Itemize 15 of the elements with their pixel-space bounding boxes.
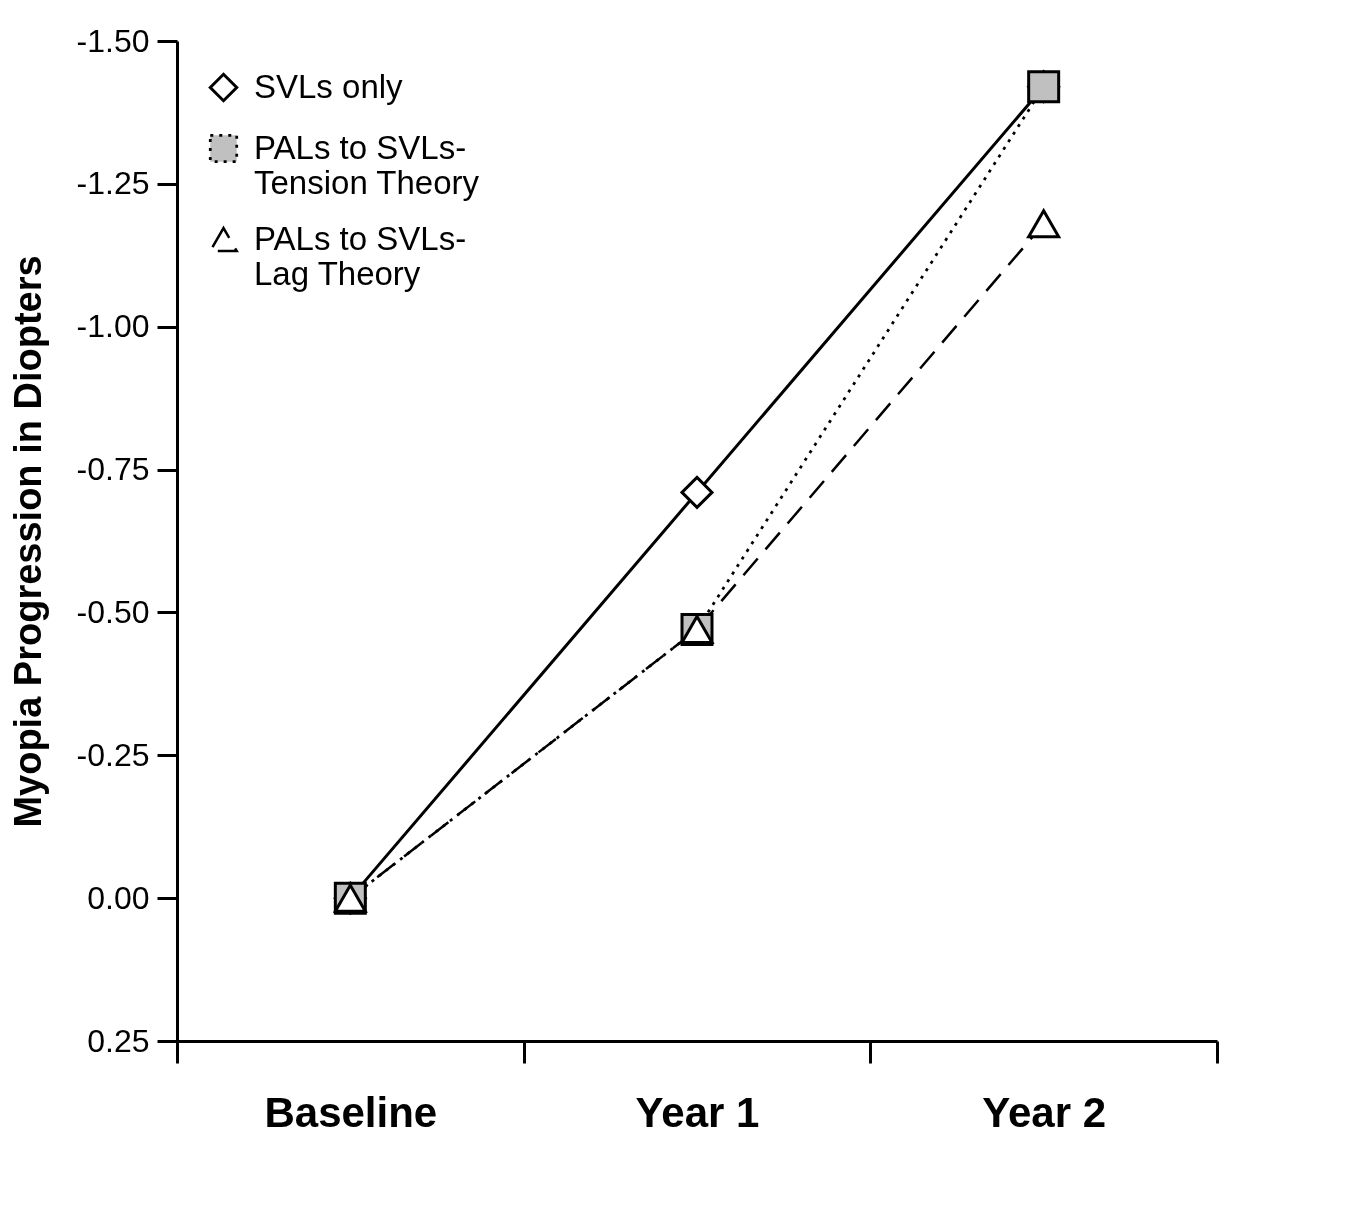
y-tick-label: -0.25 xyxy=(76,736,150,773)
y-tick-label: 0.25 xyxy=(87,1022,150,1059)
x-tick-label: Baseline xyxy=(264,1088,438,1136)
legend-label: PALs to SVLs-Lag Theory xyxy=(254,219,467,292)
x-tick-label: Year 2 xyxy=(982,1088,1107,1136)
y-tick-label: -1.25 xyxy=(76,165,150,202)
legend-label: PALs to SVLs-Tension Theory xyxy=(254,128,480,201)
x-tick-label: Year 1 xyxy=(635,1088,760,1136)
y-tick-label: -0.75 xyxy=(76,451,150,488)
y-tick-label: -1.00 xyxy=(76,308,150,345)
y-tick-label: -1.50 xyxy=(76,22,150,59)
y-axis-title: Myopia Progression in Diopters xyxy=(6,255,49,828)
y-tick-label: 0.00 xyxy=(87,879,150,916)
y-tick-label: -0.50 xyxy=(76,593,150,630)
legend-label: SVLs only xyxy=(254,67,404,105)
